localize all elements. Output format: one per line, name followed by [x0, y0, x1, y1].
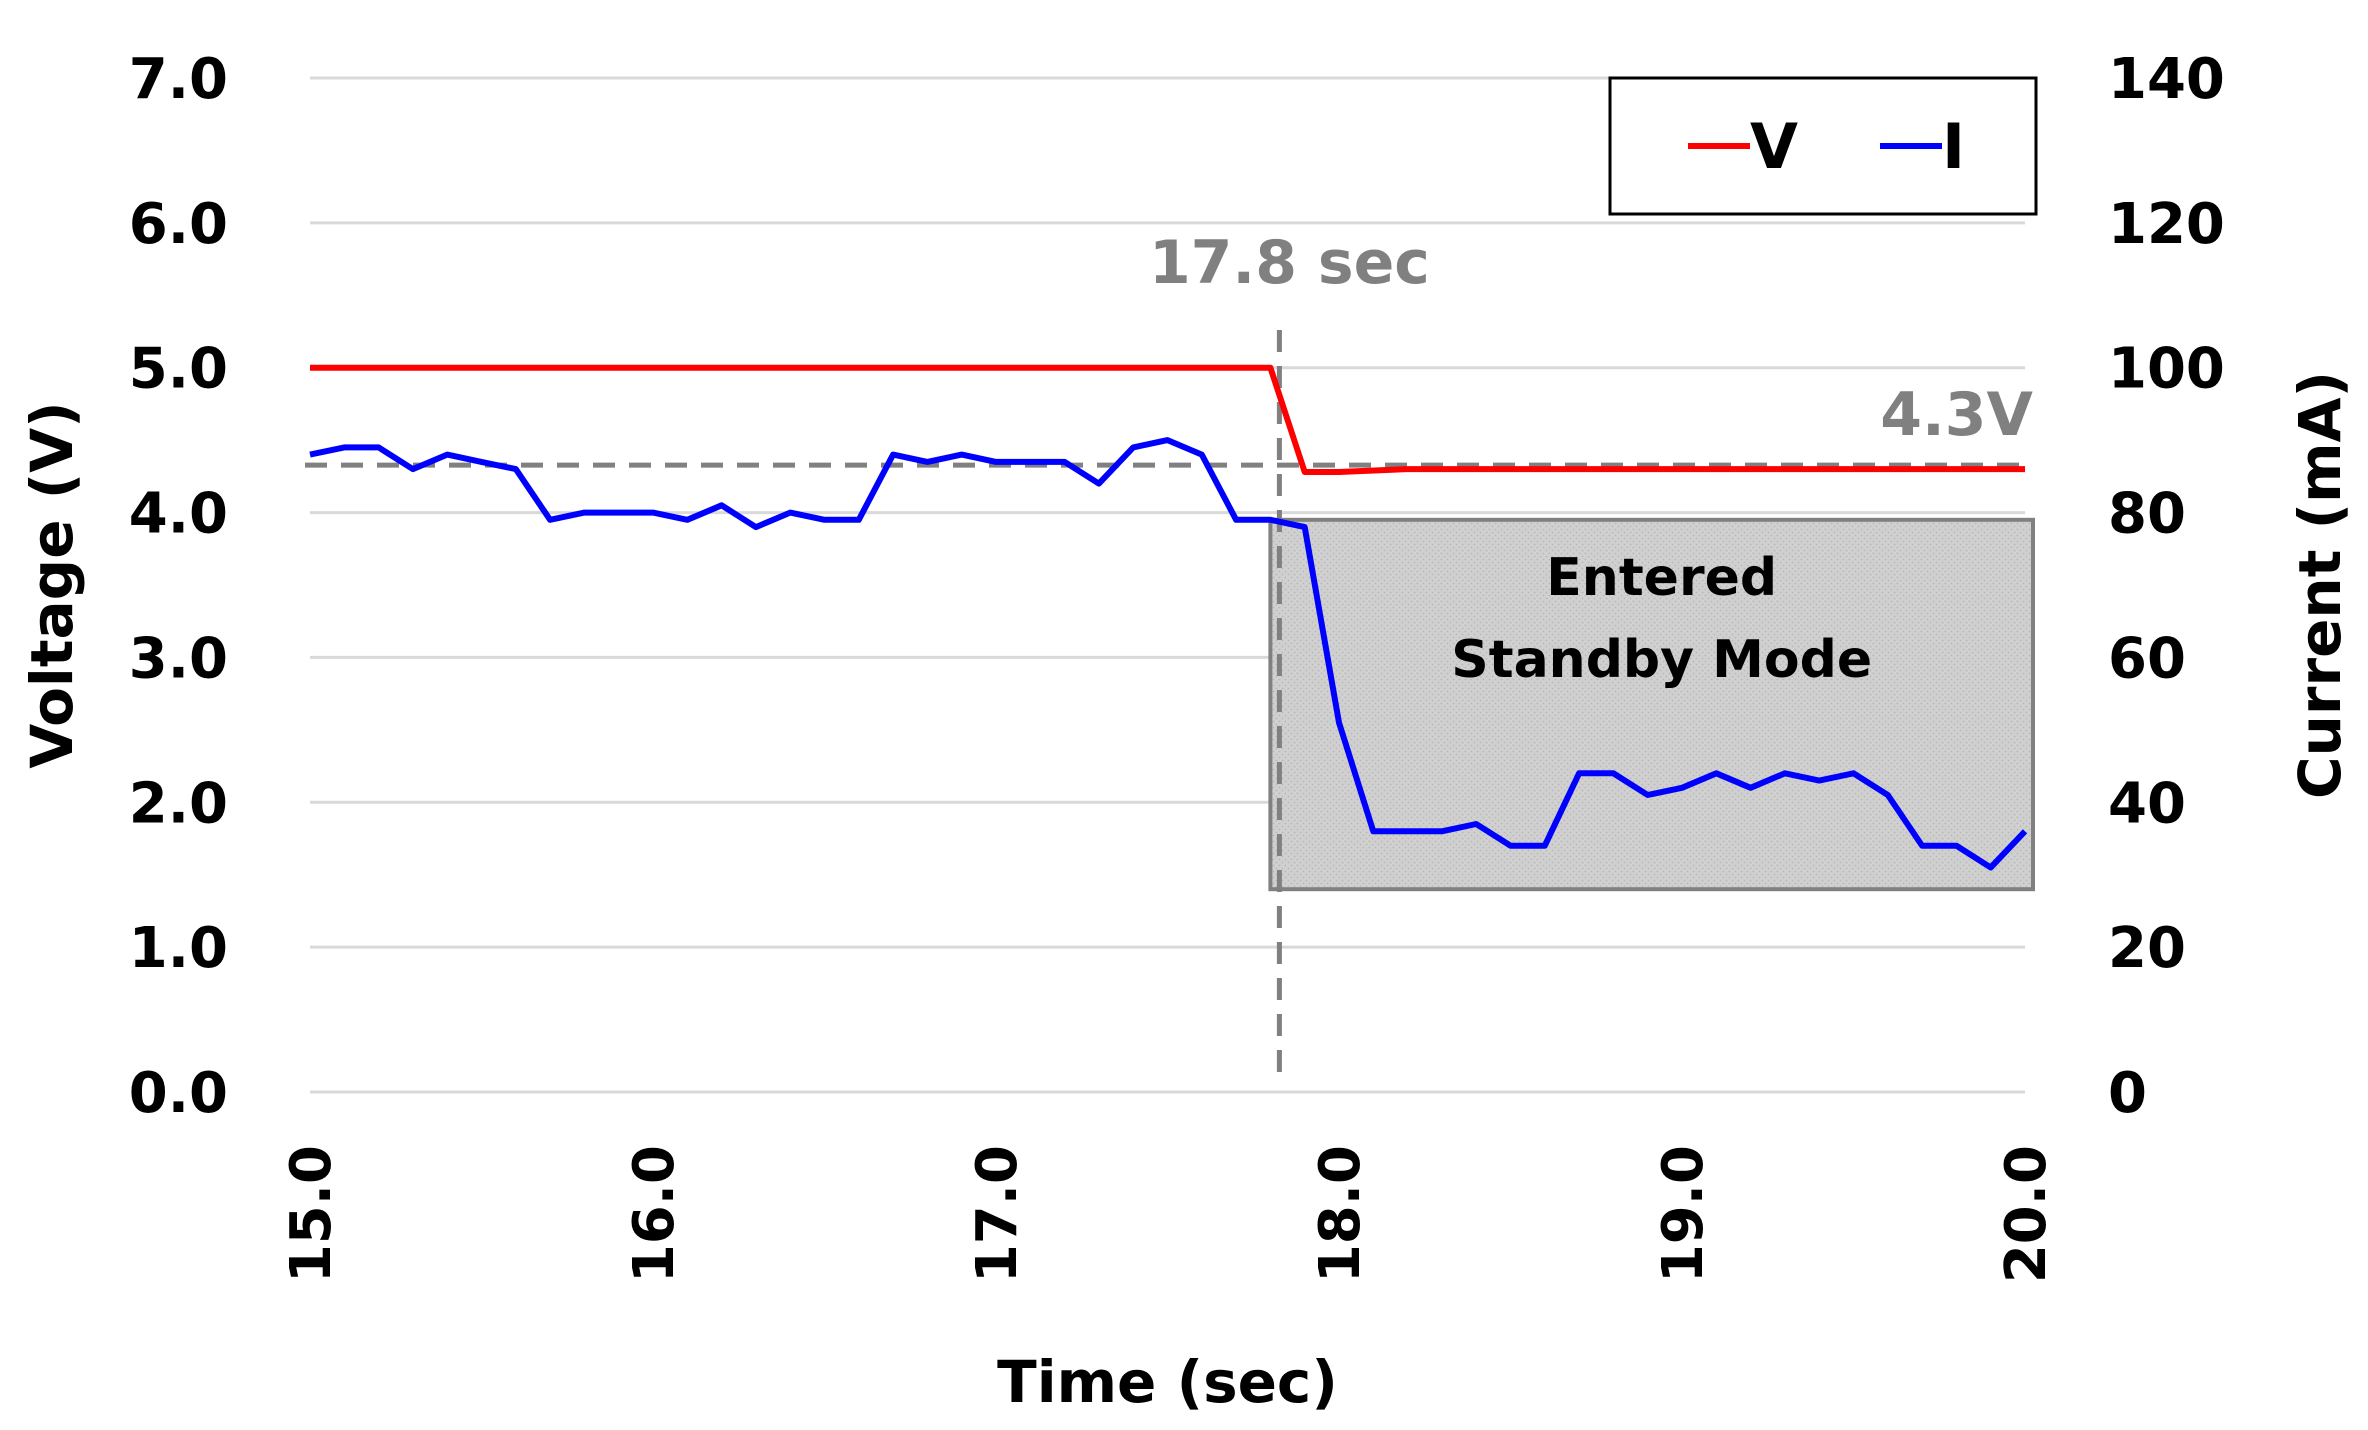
- x-tick-label: 18.0: [1308, 1145, 1373, 1283]
- y-right-tick-label: 60: [2108, 626, 2186, 691]
- y-axis-left-ticks: 0.0 1.0 2.0 3.0 4.0 5.0 6.0 7.0: [129, 47, 228, 1126]
- time-marker-label: 17.8 sec: [1149, 228, 1430, 298]
- y-left-tick-label: 3.0: [129, 626, 228, 691]
- reference-lines: 17.8 sec 4.3V: [305, 228, 2034, 1072]
- y-axis-left-label: Voltage (V): [18, 401, 86, 768]
- y-right-tick-label: 0: [2108, 1061, 2147, 1126]
- standby-region: Entered Standby Mode: [1268, 517, 2035, 892]
- y-right-tick-label: 80: [2108, 482, 2186, 547]
- series-line-v: [310, 364, 2025, 475]
- legend: V I: [1608, 76, 2038, 216]
- x-tick-label: 16.0: [622, 1145, 687, 1283]
- legend-label-v: V: [1750, 110, 1798, 183]
- x-tick-label: 19.0: [1651, 1145, 1716, 1283]
- y-left-tick-label: 0.0: [129, 1061, 228, 1126]
- voltage-reference-label: 4.3V: [1880, 380, 2033, 450]
- y-left-tick-label: 4.0: [129, 482, 228, 547]
- x-tick-label: 17.0: [965, 1145, 1030, 1283]
- y-right-tick-label: 20: [2108, 916, 2186, 981]
- legend-box: [1608, 76, 2038, 216]
- y-left-tick-label: 7.0: [129, 47, 228, 112]
- y-left-tick-label: 6.0: [129, 192, 228, 257]
- y-left-tick-label: 1.0: [129, 916, 228, 981]
- standby-box-line1: Entered: [1546, 548, 1777, 608]
- y-left-tick-label: 5.0: [129, 337, 228, 402]
- standby-mode-box: [1268, 517, 2035, 892]
- series-line-i: [309, 437, 2028, 871]
- legend-label-i: I: [1942, 110, 1965, 183]
- standby-box-line2: Standby Mode: [1451, 630, 1872, 690]
- y-axis-right-label: Current (mA): [2286, 371, 2354, 799]
- x-axis-label: Time (sec): [997, 1348, 1338, 1416]
- y-right-tick-label: 140: [2108, 47, 2225, 112]
- y-right-tick-label: 40: [2108, 771, 2186, 836]
- x-axis-ticks: 15.0 16.0 17.0 18.0 19.0 20.0: [279, 1145, 2059, 1283]
- series: [309, 364, 2028, 871]
- y-right-tick-label: 100: [2108, 337, 2225, 402]
- y-left-tick-label: 2.0: [129, 771, 228, 836]
- y-right-tick-label: 120: [2108, 192, 2225, 257]
- x-tick-label: 15.0: [279, 1145, 344, 1283]
- x-tick-label: 20.0: [1994, 1145, 2059, 1283]
- y-axis-right-ticks: 0 20 40 60 80 100 120 140: [2108, 47, 2225, 1126]
